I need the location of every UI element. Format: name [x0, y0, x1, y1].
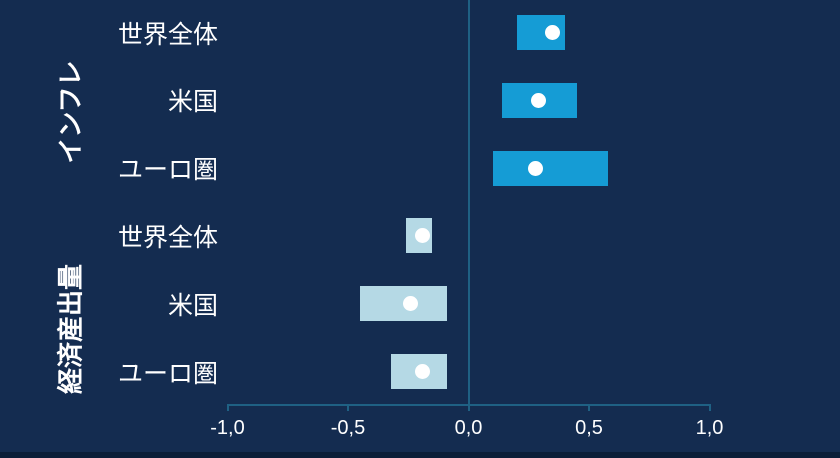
x-axis-tick: [226, 404, 229, 411]
category-label: 世界全体: [117, 20, 218, 49]
category-label: 米国: [167, 88, 218, 117]
x-axis-tick-label: -1,0: [210, 417, 245, 439]
zero-axis-line: [467, 0, 470, 404]
category-label: 米国: [167, 291, 218, 320]
range-bar: [492, 150, 609, 186]
x-axis-tick: [347, 404, 349, 411]
category-label: 世界全体: [117, 223, 218, 252]
point-estimate-dot: [545, 25, 561, 40]
bottom-edge-strip: [0, 452, 840, 458]
x-axis-tick: [708, 404, 711, 411]
point-estimate-dot: [415, 228, 431, 244]
point-estimate-dot: [415, 364, 431, 379]
group-label-economic-output: 経済産出量: [55, 263, 86, 395]
x-axis-tick-label: 1,0: [695, 417, 724, 439]
x-axis-tick-label: -0,5: [330, 417, 366, 439]
point-estimate-dot: [528, 160, 544, 176]
category-label: ユーロ圏: [117, 156, 218, 185]
x-axis-tick: [588, 404, 590, 411]
point-estimate-dot: [530, 92, 546, 108]
x-axis-tick-label: 0,0: [454, 417, 483, 439]
group-label-inflation: インフレ: [55, 60, 86, 164]
point-estimate-dot: [403, 296, 419, 312]
category-label: ユーロ圏: [117, 359, 218, 388]
x-axis-tick: [467, 404, 470, 411]
x-axis-tick-label: 0,5: [575, 417, 603, 439]
